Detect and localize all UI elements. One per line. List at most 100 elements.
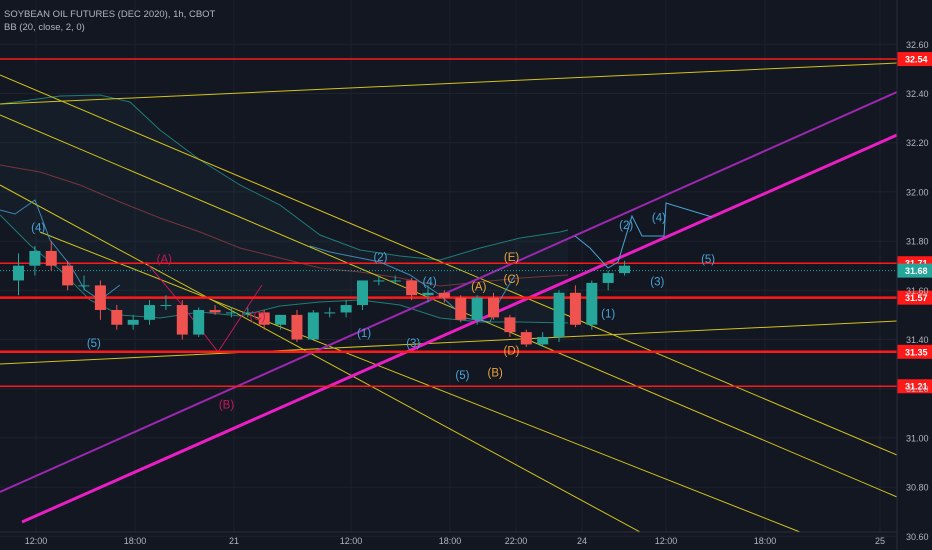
candle-body bbox=[307, 312, 319, 340]
price-tick-label: 31.80 bbox=[906, 237, 929, 247]
price-tick-label: 32.00 bbox=[906, 187, 929, 197]
wave-label: (A) bbox=[157, 254, 173, 266]
candle-body bbox=[356, 280, 368, 306]
candle-body bbox=[275, 314, 287, 325]
time-tick-label: 22:00 bbox=[505, 536, 528, 546]
level-label: 31.57 bbox=[905, 293, 928, 303]
purple-channel-line bbox=[0, 91, 898, 493]
candle-body bbox=[193, 309, 205, 335]
wave-label: (4) bbox=[652, 212, 666, 224]
candle-body bbox=[340, 305, 352, 313]
candle-body bbox=[324, 312, 336, 314]
candle-body bbox=[422, 292, 434, 296]
grid bbox=[0, 0, 897, 537]
candle-body bbox=[94, 285, 106, 310]
level-tag bbox=[897, 52, 932, 67]
bollinger-bands bbox=[0, 94, 569, 324]
yellow-trendline bbox=[0, 74, 898, 456]
time-tick-label: 12:00 bbox=[340, 536, 363, 546]
yellow-trendline bbox=[0, 320, 898, 365]
candle-body bbox=[127, 319, 139, 325]
candle-body bbox=[62, 265, 74, 286]
candle-body bbox=[389, 280, 401, 282]
wave-label: (B) bbox=[487, 367, 503, 379]
price-tick-label: 31.40 bbox=[906, 335, 929, 345]
candle-body bbox=[438, 292, 450, 298]
magenta-channel-line bbox=[21, 133, 898, 524]
time-tick-label: 12:00 bbox=[25, 536, 48, 546]
band-lower bbox=[0, 214, 569, 324]
chart-title: SOYBEAN OIL FUTURES (DEC 2020), 1h, CBOT bbox=[4, 9, 216, 20]
candle-body bbox=[455, 297, 467, 320]
time-axis[interactable]: 12:00 18:00 21 12:00 18:00 22:00 24 12:00 18:00 2… bbox=[0, 531, 897, 546]
wave-label: (A) bbox=[471, 281, 487, 293]
time-tick-label: 18:00 bbox=[754, 536, 777, 546]
yellow-trendline bbox=[0, 62, 898, 105]
candle-body bbox=[586, 282, 598, 325]
candle-body bbox=[13, 265, 24, 281]
trendlines bbox=[0, 62, 898, 533]
price-axis[interactable]: 32.60 32.40 32.20 32.00 31.80 31.60 31.40 31.20… bbox=[896, 0, 929, 550]
candle-body bbox=[209, 309, 221, 313]
price-tick-label: 30.80 bbox=[906, 483, 929, 493]
candle-body bbox=[242, 312, 254, 314]
wave-label: (5) bbox=[87, 338, 101, 350]
price-tick-label: 31.00 bbox=[906, 433, 929, 443]
candle-body bbox=[569, 292, 581, 325]
price-tick-label: 32.40 bbox=[906, 89, 929, 99]
wave-label: (1) bbox=[357, 328, 371, 340]
candle-body bbox=[488, 297, 500, 318]
time-tick-label: 24 bbox=[577, 536, 587, 546]
time-tick-label: 21 bbox=[229, 536, 239, 546]
candle-body bbox=[78, 285, 90, 287]
candle-body bbox=[176, 305, 188, 335]
candle-body bbox=[504, 317, 516, 333]
wave-label: (1) bbox=[601, 308, 615, 320]
candles[interactable] bbox=[13, 241, 631, 347]
last-price-tag bbox=[897, 263, 932, 278]
candle-body bbox=[160, 305, 172, 307]
yellow-trendline bbox=[0, 184, 641, 533]
wave-label: (E) bbox=[504, 252, 520, 264]
candle-body bbox=[111, 309, 123, 325]
band-upper bbox=[0, 94, 569, 261]
candle-body bbox=[45, 250, 57, 266]
wave-label: (C) bbox=[250, 311, 266, 323]
price-tick-label: 32.60 bbox=[906, 40, 929, 50]
wave-label: (3) bbox=[406, 338, 420, 350]
time-tick-label: 18:00 bbox=[124, 536, 147, 546]
wave-label: (2) bbox=[373, 252, 387, 264]
wave-label: (4) bbox=[31, 222, 45, 234]
candle-body bbox=[29, 250, 41, 266]
yellow-trendline bbox=[0, 114, 898, 498]
wave-label: (D) bbox=[504, 345, 520, 357]
wave-label: (5) bbox=[455, 370, 469, 382]
candle-body bbox=[291, 314, 303, 340]
indicator-label: BB (20, close, 2, 0) bbox=[4, 22, 85, 33]
level-tag bbox=[897, 344, 932, 359]
price-tick-label: 32.20 bbox=[906, 138, 929, 148]
candle-body bbox=[406, 280, 418, 296]
wave-labels: (4) (5) (A) (B) (C) (2) (1) (4) (3) (5) (A) (B) (C) (… bbox=[31, 212, 715, 411]
wave-label: (B) bbox=[219, 399, 235, 411]
candle-body bbox=[225, 312, 237, 314]
candle-body bbox=[553, 292, 565, 338]
price-tick-label: 30.60 bbox=[906, 532, 929, 542]
level-label: 31.21 bbox=[905, 382, 928, 392]
level-tag bbox=[897, 290, 932, 305]
level-label: 31.35 bbox=[905, 347, 928, 357]
candle-body bbox=[471, 297, 483, 320]
candle-body bbox=[144, 305, 156, 320]
candle-body bbox=[537, 337, 549, 345]
time-tick-label: 12:00 bbox=[655, 536, 678, 546]
candle-body bbox=[520, 332, 532, 345]
wave-label: (4) bbox=[423, 276, 437, 288]
wave-label: (3) bbox=[650, 276, 664, 288]
candle-body bbox=[258, 312, 270, 325]
yellow-trendline bbox=[39, 231, 801, 533]
candle-body bbox=[373, 280, 385, 282]
band-fill bbox=[0, 95, 568, 323]
